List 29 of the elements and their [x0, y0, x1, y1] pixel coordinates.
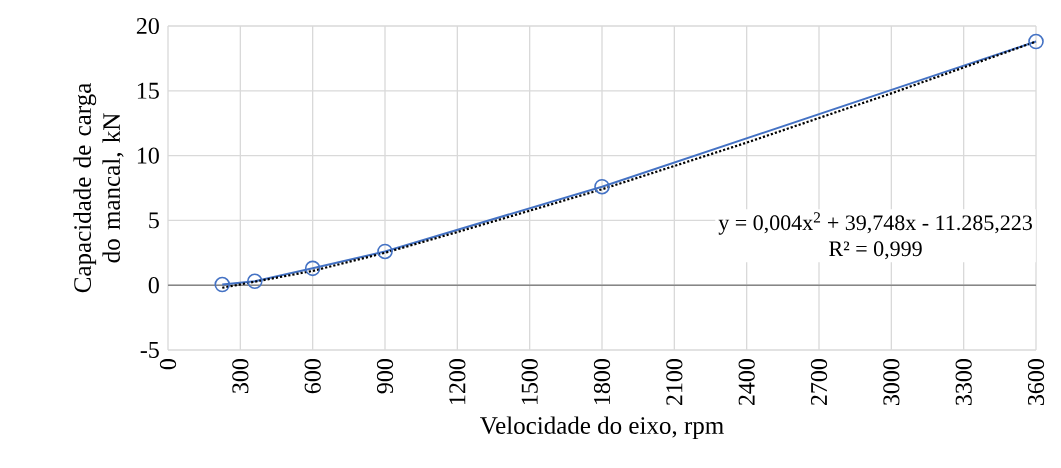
- y-tick-label: 5: [149, 212, 159, 229]
- annotation: y = 0,004x$^{2}$ + 39,748x - 11.285,223: [718, 212, 1032, 235]
- x-tick-label: 2100: [666, 359, 683, 406]
- x-tick-label: 3000: [883, 359, 900, 406]
- annotation: R² = 0,999: [829, 241, 922, 260]
- x-tick-label: 1200: [449, 359, 466, 405]
- y-tick-label: 10: [137, 147, 159, 164]
- x-tick-label: 2700: [810, 359, 828, 406]
- y-tick-label: 20: [136, 17, 159, 35]
- x-tick-label: 3300: [955, 359, 972, 406]
- x-tick-label: 2400: [738, 359, 755, 406]
- x-tick-label: 0: [159, 359, 177, 370]
- x-tick-label: 3600: [1027, 359, 1045, 406]
- point: [1028, 33, 1044, 50]
- y-tick-label: 0: [148, 277, 159, 294]
- point: [214, 276, 231, 293]
- point: [594, 178, 610, 195]
- x-tick-label: 300: [232, 359, 249, 394]
- x-tick-label: 1800: [593, 359, 611, 405]
- point: [304, 260, 321, 277]
- x-tick-label: 1500: [521, 359, 538, 405]
- y-tick-label: 15: [137, 82, 159, 99]
- x-tick-label: 900: [376, 359, 394, 394]
- x-tick-label: 600: [304, 359, 321, 394]
- y-axis-title: Capacidade de carga do mancal, kN: [73, 83, 124, 293]
- point: [247, 273, 263, 290]
- x-axis-title: Velocidade do eixo, rpm: [480, 416, 724, 440]
- y-tick-label: -5: [140, 342, 159, 358]
- point: [377, 243, 393, 260]
